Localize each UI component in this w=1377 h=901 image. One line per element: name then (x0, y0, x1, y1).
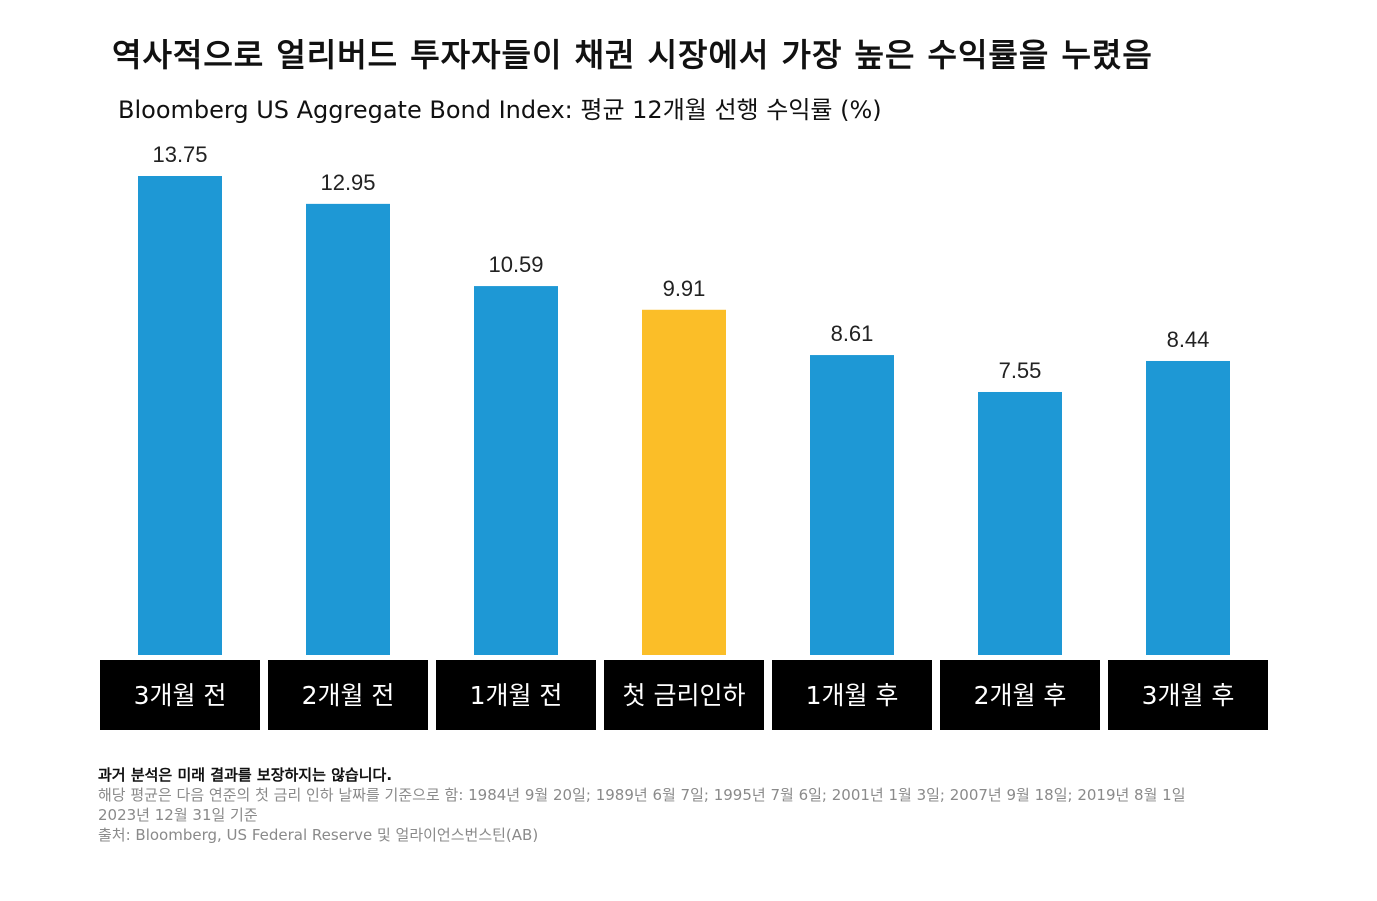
category-box-6 (1108, 660, 1268, 730)
category-label-0: 3개월 전 (134, 681, 227, 710)
category-box-3 (604, 660, 764, 730)
chart-subtitle: Bloomberg US Aggregate Bond Index: 평균 12… (118, 96, 882, 124)
footnote-dates: 해당 평균은 다음 연준의 첫 금리 인하 날짜를 기준으로 함: 1984년 … (98, 786, 1186, 804)
bar-1 (306, 203, 390, 656)
bar-0 (138, 176, 222, 655)
value-label-5: 7.55 (999, 358, 1042, 383)
footnote-source: 출처: Bloomberg, US Federal Reserve 및 얼라이언… (98, 826, 539, 844)
bar-3 (642, 309, 726, 655)
value-label-6: 8.44 (1167, 327, 1210, 352)
category-label-2: 1개월 전 (470, 681, 563, 710)
value-label-0: 13.75 (152, 142, 207, 167)
category-label-4: 1개월 후 (806, 681, 899, 710)
value-label-1: 12.95 (320, 170, 375, 195)
category-label-6: 3개월 후 (1142, 681, 1235, 710)
category-label-5: 2개월 후 (974, 681, 1067, 710)
disclaimer-text: 과거 분석은 미래 결과를 보장하지는 않습니다. (98, 766, 393, 784)
category-box-1 (268, 660, 428, 730)
value-label-4: 8.61 (831, 321, 874, 346)
bar-2 (474, 286, 558, 655)
category-label-3: 첫 금리인하 (623, 681, 746, 710)
category-label-1: 2개월 전 (302, 681, 395, 710)
bar-5 (978, 391, 1062, 655)
footnote-as-of: 2023년 12월 31일 기준 (98, 806, 258, 824)
bar-4 (810, 355, 894, 655)
bar-6 (1146, 360, 1230, 655)
value-label-3: 9.91 (663, 276, 706, 301)
category-box-5 (940, 660, 1100, 730)
category-box-2 (436, 660, 596, 730)
footnotes: 과거 분석은 미래 결과를 보장하지는 않습니다. 해당 평균은 다음 연준의 … (98, 765, 1298, 845)
category-box-0 (100, 660, 260, 730)
chart-title: 역사적으로 얼리버드 투자자들이 채권 시장에서 가장 높은 수익률을 누렸음 (112, 36, 1153, 74)
category-box-4 (772, 660, 932, 730)
value-label-2: 10.59 (488, 252, 543, 277)
bar-chart: 13.75 3개월 전 12.95 2개월 전 10.59 1개월 전 9.91 첫 금리인하… (100, 142, 1268, 730)
